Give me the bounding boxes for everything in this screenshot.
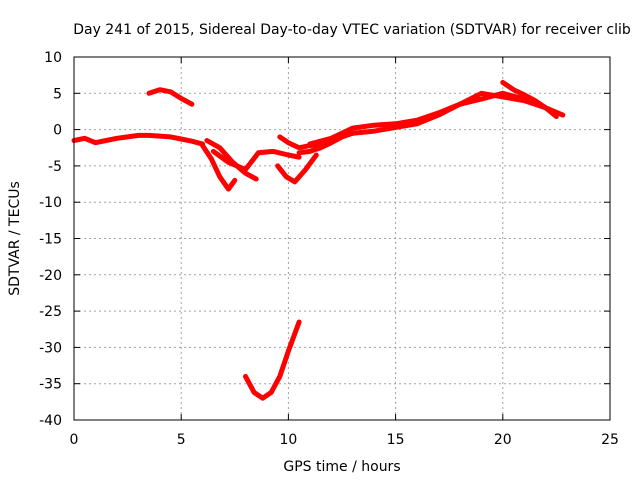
- x-tick-label: 20: [494, 432, 512, 448]
- y-tick-label: -15: [39, 232, 62, 248]
- grid: [74, 57, 610, 420]
- x-tick-label: 10: [279, 432, 297, 448]
- y-axis-title: SDTVAR / TECUs: [7, 181, 23, 296]
- series-line-arc-6: [275, 152, 319, 185]
- series-line-arc-10: [350, 90, 549, 136]
- y-tick-label: -30: [39, 340, 62, 356]
- series-line-arc-12: [243, 319, 302, 401]
- series-line-arc-3: [200, 143, 238, 192]
- y-tick-label: -35: [39, 377, 62, 393]
- y-tick-label: 5: [53, 86, 62, 102]
- y-tick-label: -5: [48, 159, 62, 175]
- y-tick-label: 10: [44, 50, 62, 66]
- series-line-arc-11: [500, 79, 559, 119]
- chart-title: Day 241 of 2015, Sidereal Day-to-day VTE…: [73, 22, 631, 38]
- series-group: [71, 79, 566, 401]
- y-tick-label: 0: [53, 123, 62, 139]
- series-line-arc-5: [210, 148, 302, 172]
- series-line-arc-8: [296, 130, 356, 156]
- y-tick-label: -10: [39, 195, 62, 211]
- y-tick-label: -20: [39, 268, 62, 284]
- series-line-arc-1: [71, 132, 206, 147]
- x-tick-label: 15: [387, 432, 405, 448]
- x-tick-label: 0: [70, 432, 79, 448]
- ticks: 0 5 10 15 20 25 -40 -35 -30 -25 -20 -15 -10 -5 0 5 10: [39, 50, 619, 448]
- y-tick-label: -40: [39, 413, 62, 429]
- series-line-arc-2: [146, 87, 195, 107]
- x-tick-label: 5: [177, 432, 186, 448]
- x-axis-title: GPS time / hours: [283, 459, 400, 475]
- x-tick-label: 25: [601, 432, 619, 448]
- y-tick-label: -25: [39, 304, 62, 320]
